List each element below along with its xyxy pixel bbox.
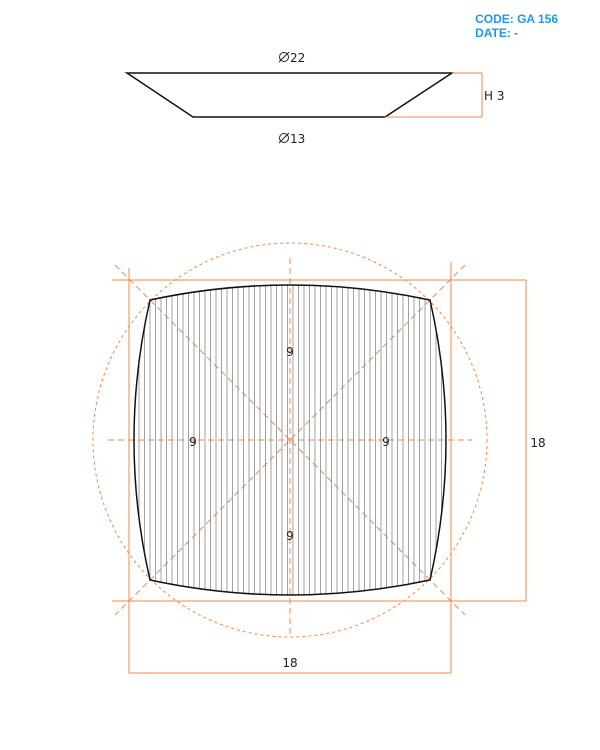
diameter-bottom: 13 bbox=[278, 132, 305, 146]
plan-width-dimension-label: 18 bbox=[282, 656, 297, 670]
plan-label-right: 9 bbox=[382, 435, 390, 449]
plate-profile-outline bbox=[124, 72, 455, 118]
diameter-top: 22 bbox=[278, 51, 305, 65]
height-dimension bbox=[385, 72, 483, 118]
diameter-icon bbox=[278, 51, 290, 63]
plan-label-top: 9 bbox=[286, 345, 294, 359]
plate-plan-outline bbox=[133, 284, 447, 596]
code-label: CODE: GA 156 bbox=[475, 12, 558, 26]
plan-label-left: 9 bbox=[189, 435, 197, 449]
plan-height-dimension-label: 18 bbox=[530, 436, 545, 450]
height-dimension-label: H 3 bbox=[484, 89, 504, 103]
construction-lines bbox=[108, 258, 472, 638]
plate-hatching bbox=[138, 285, 442, 595]
construction-circle bbox=[92, 242, 488, 638]
top-diameter-label: 22 bbox=[290, 51, 305, 65]
plan-label-bottom: 9 bbox=[286, 529, 294, 543]
bottom-diameter-label: 13 bbox=[290, 132, 305, 146]
plan-view: 9 9 9 9 18 18 bbox=[92, 242, 546, 674]
header-block: CODE: GA 156 DATE: - bbox=[475, 12, 558, 40]
extension-lines bbox=[112, 262, 527, 674]
diameter-icon bbox=[278, 132, 290, 144]
date-label: DATE: - bbox=[475, 26, 519, 40]
profile-view: H 3 22 13 bbox=[124, 51, 504, 146]
